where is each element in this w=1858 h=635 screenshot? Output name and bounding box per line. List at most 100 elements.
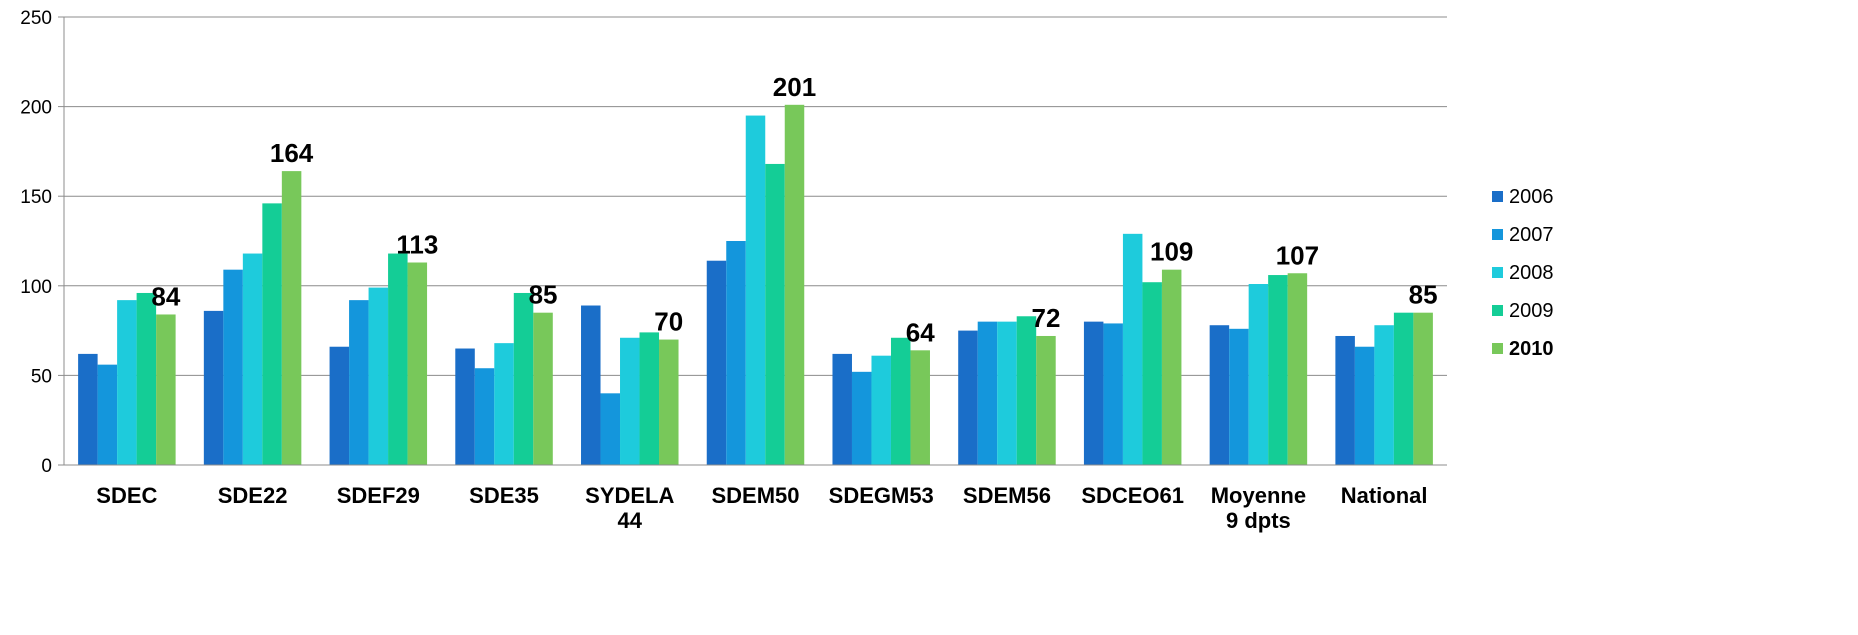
data-label: 72 [1031,303,1060,333]
bar-2010 [407,262,428,465]
legend-label: 2009 [1509,300,1554,322]
data-label: 64 [906,317,935,347]
category-label: SDEC [96,483,157,508]
bar-2007 [349,300,369,465]
category-label: SDEM50 [711,483,799,508]
bar-2008 [494,343,514,465]
bar-2008 [997,321,1017,465]
y-tick-label: 200 [20,98,52,119]
category-label: SDCEO61 [1081,483,1184,508]
bar-2010 [1036,335,1056,465]
bar-2008 [745,115,766,465]
bar-2010 [1161,269,1182,465]
bar-2008 [242,253,263,465]
legend-swatch [1492,229,1503,240]
bar-2006 [832,353,852,465]
bar-2010 [533,312,553,465]
data-label: 70 [654,307,683,337]
bar-2010 [1287,273,1308,465]
legend-label: 2008 [1509,262,1554,284]
bar-2007 [726,241,746,465]
bar-2010 [784,104,805,466]
category-label: Moyenne [1211,483,1306,508]
data-label: 201 [773,72,816,102]
bar-2006 [1083,321,1104,465]
bar-2007 [223,269,243,465]
bar-2009 [513,292,534,465]
bar-2007 [977,321,998,465]
bar-2009 [1393,312,1414,465]
bar-2010 [659,339,679,465]
bar-2009 [1016,316,1037,465]
bar-2007 [851,371,872,465]
legend-swatch [1492,343,1503,354]
bar-2006 [1209,325,1230,465]
bar-2007 [474,368,495,465]
legend-label: 2007 [1509,224,1554,246]
bar-2009 [765,163,785,465]
data-labels: 84 164 113 85 70 201 64 72 109 107 85 [151,72,1437,348]
y-axis-ticks: 0 50 100 150 200 250 [20,8,52,477]
bar-2010 [910,350,930,465]
y-tick-label: 50 [31,366,52,387]
bar-2007 [97,364,118,465]
axes [63,17,1447,466]
bar-2006 [78,353,98,465]
legend: 2006 2007 2008 2009 2010 [1492,186,1554,360]
bar-2006 [706,260,727,465]
bar-2009 [262,203,282,466]
y-tick-label: 0 [41,456,52,477]
bar-2009 [1142,282,1162,465]
y-tick-label: 100 [20,277,52,298]
data-label: 85 [1409,280,1438,310]
bar-2008 [871,355,891,465]
y-tick-label: 150 [20,187,52,208]
legend-swatch [1492,305,1503,316]
data-label: 84 [151,281,180,311]
category-label: SDE22 [218,483,288,508]
category-label: 44 [618,508,643,533]
data-label: 113 [396,230,438,260]
category-label: National [1341,483,1428,508]
bar-2009 [1268,275,1288,465]
bar-2006 [329,346,350,465]
category-label: SYDELA [585,483,674,508]
category-label: SDEGM53 [829,483,934,508]
bar-2009 [136,292,157,465]
legend-swatch [1492,191,1503,202]
bar-2009 [639,332,660,465]
legend-label: 2006 [1509,186,1554,208]
legend-label: 2010 [1509,338,1554,360]
bar-2006 [581,305,601,465]
bar-2008 [1248,284,1269,465]
bar-2010 [281,171,302,465]
bar-2007 [1103,323,1123,465]
bar-2009 [890,337,911,465]
bar-2009 [388,253,408,465]
bar-2007 [600,393,621,465]
data-label: 107 [1276,240,1319,270]
data-label: 109 [1150,237,1193,267]
bar-2006 [203,310,224,465]
category-label: SDE35 [469,483,539,508]
bar-2008 [117,300,137,465]
category-label: SDEM56 [963,483,1051,508]
bars [78,104,1433,466]
category-label: 9 dpts [1226,508,1291,533]
bar-2007 [1354,346,1375,465]
legend-swatch [1492,267,1503,278]
data-label: 85 [529,280,558,310]
data-label: 164 [270,138,314,168]
category-label: SDEF29 [337,483,420,508]
bar-2008 [368,287,389,465]
bar-2008 [1374,325,1394,465]
bar-2006 [455,348,475,465]
bar-2010 [1413,312,1433,465]
bar-2010 [156,314,176,465]
bar-2008 [620,337,640,465]
bar-2008 [1122,233,1143,465]
bar-2006 [958,330,978,465]
y-tick-label: 250 [20,8,52,29]
